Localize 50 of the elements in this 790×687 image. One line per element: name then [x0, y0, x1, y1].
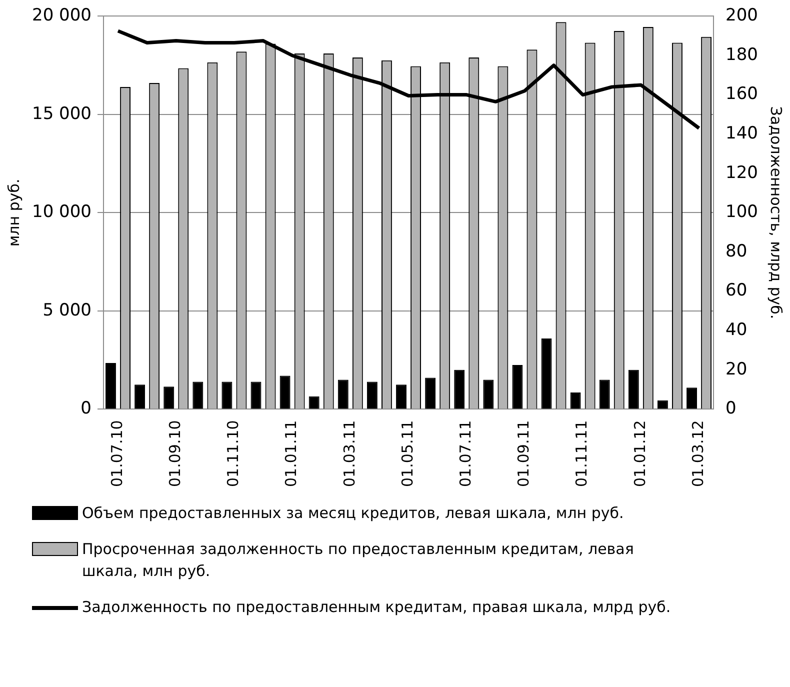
x-tick-label: 01.01.12 — [630, 420, 649, 487]
y2-tick-label: 0 — [726, 398, 736, 419]
y-tick-label: 10 000 — [32, 202, 92, 222]
x-tick-label: 01.07.11 — [456, 420, 475, 487]
y-tick-label: 5 000 — [42, 300, 92, 320]
y-tick-label: 15 000 — [32, 104, 92, 124]
y2-tick-label: 160 — [726, 84, 758, 104]
bar — [512, 364, 523, 409]
legend-label: Объем предоставленных за месяц кредитов, левая шкала, млн руб. — [82, 503, 624, 524]
y2-tick-label: 120 — [726, 162, 758, 183]
y-tick-label: 20 000 — [32, 6, 92, 26]
legend-label: Задолженность по предоставленным кредитам, правая шкала, млрд руб. — [82, 597, 671, 618]
x-tick-label: 01.09.11 — [514, 420, 533, 487]
y2-tick-label: 180 — [726, 44, 758, 65]
y2-tick-label: 20 — [726, 359, 748, 380]
x-tick-label: 01.07.10 — [108, 420, 126, 487]
bar — [106, 363, 116, 409]
legend-label: Просроченная задолженность по предоставленным кредитам, левая шкала, млн руб. — [82, 539, 635, 582]
bar — [338, 380, 348, 409]
bar — [192, 382, 204, 409]
y2-tick-label: 60 — [726, 280, 748, 301]
x-tick-label: 01.03.11 — [340, 420, 358, 487]
y2-tick-label: 200 — [726, 6, 758, 26]
x-tick-label: 01.11.11 — [572, 420, 591, 487]
bar — [222, 382, 232, 409]
y2-tick-label: 140 — [726, 124, 758, 144]
bar — [454, 370, 465, 409]
x-tick-label: 01.05.11 — [398, 420, 416, 487]
bar — [425, 378, 436, 409]
y-tick-label: 0 — [80, 398, 92, 419]
bar — [541, 338, 552, 409]
x-tick-label: 01.09.10 — [166, 420, 184, 487]
y-axis-title: млн руб. — [4, 178, 23, 247]
bar — [164, 386, 174, 409]
x-tick-label: 01.11.10 — [224, 420, 242, 487]
y2-tick-label: 40 — [726, 320, 748, 340]
bar — [134, 384, 146, 409]
x-tick-label: 01.03.12 — [688, 420, 707, 487]
bar — [628, 370, 639, 409]
y2-axis-title: Задолженность, млрд руб. — [767, 106, 786, 320]
bar — [396, 384, 406, 409]
bar — [686, 388, 697, 409]
bar — [599, 380, 610, 409]
bar — [280, 376, 290, 409]
bar — [483, 380, 494, 409]
bar — [250, 382, 262, 409]
y2-tick-label: 80 — [726, 241, 748, 262]
x-tick-label: 01.01.11 — [282, 420, 300, 487]
y2-tick-label: 100 — [726, 202, 758, 222]
bar — [366, 382, 378, 409]
